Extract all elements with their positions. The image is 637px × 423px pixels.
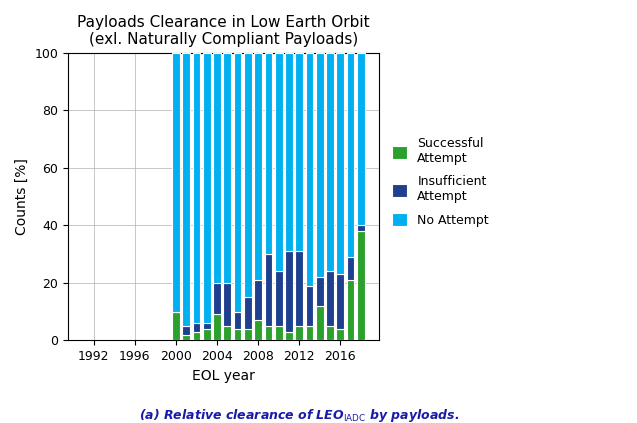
Bar [254, 280, 262, 320]
Bar [203, 323, 211, 329]
Y-axis label: Counts [%]: Counts [%] [15, 158, 29, 235]
Bar [192, 53, 201, 323]
Bar [296, 53, 303, 251]
Bar [213, 314, 221, 341]
Bar [326, 271, 334, 326]
Bar [182, 335, 190, 341]
Bar [285, 332, 293, 341]
Bar [192, 332, 201, 341]
Bar [234, 53, 241, 312]
Bar [192, 323, 201, 332]
Bar [285, 53, 293, 251]
Bar [306, 53, 313, 286]
Bar [224, 326, 231, 341]
Bar [264, 326, 272, 341]
Bar [234, 312, 241, 329]
Bar [316, 277, 324, 306]
Bar [326, 326, 334, 341]
Bar [306, 326, 313, 341]
Bar [306, 286, 313, 326]
Bar [182, 53, 190, 326]
Text: (a) Relative clearance of LEO$_{\mathrm{IADC}}$ by payloads.: (a) Relative clearance of LEO$_{\mathrm{… [140, 407, 459, 423]
Bar [326, 53, 334, 271]
Bar [336, 274, 344, 329]
Bar [336, 329, 344, 341]
Bar [244, 53, 252, 297]
Bar [244, 329, 252, 341]
Title: Payloads Clearance in Low Earth Orbit
(exl. Naturally Compliant Payloads): Payloads Clearance in Low Earth Orbit (e… [78, 15, 370, 47]
Bar [347, 257, 354, 280]
Bar [224, 283, 231, 326]
Bar [296, 251, 303, 326]
Bar [203, 53, 211, 323]
Bar [285, 251, 293, 332]
Bar [182, 326, 190, 335]
Bar [234, 329, 241, 341]
Bar [264, 53, 272, 254]
Bar [254, 53, 262, 280]
Legend: Successful
Attempt, Insufficient
Attempt, No Attempt: Successful Attempt, Insufficient Attempt… [389, 134, 493, 231]
Bar [203, 329, 211, 341]
Bar [316, 306, 324, 341]
Bar [357, 231, 364, 341]
Bar [224, 53, 231, 283]
Bar [357, 53, 364, 225]
Bar [264, 254, 272, 326]
Bar [275, 53, 282, 271]
Bar [275, 271, 282, 326]
Bar [213, 283, 221, 314]
Bar [347, 53, 354, 257]
Bar [172, 53, 180, 312]
Bar [296, 326, 303, 341]
X-axis label: EOL year: EOL year [192, 368, 255, 383]
Bar [357, 225, 364, 231]
Bar [172, 312, 180, 341]
Bar [244, 297, 252, 329]
Bar [316, 53, 324, 277]
Bar [275, 326, 282, 341]
Bar [347, 280, 354, 341]
Bar [336, 53, 344, 274]
Bar [254, 320, 262, 341]
Bar [213, 53, 221, 283]
